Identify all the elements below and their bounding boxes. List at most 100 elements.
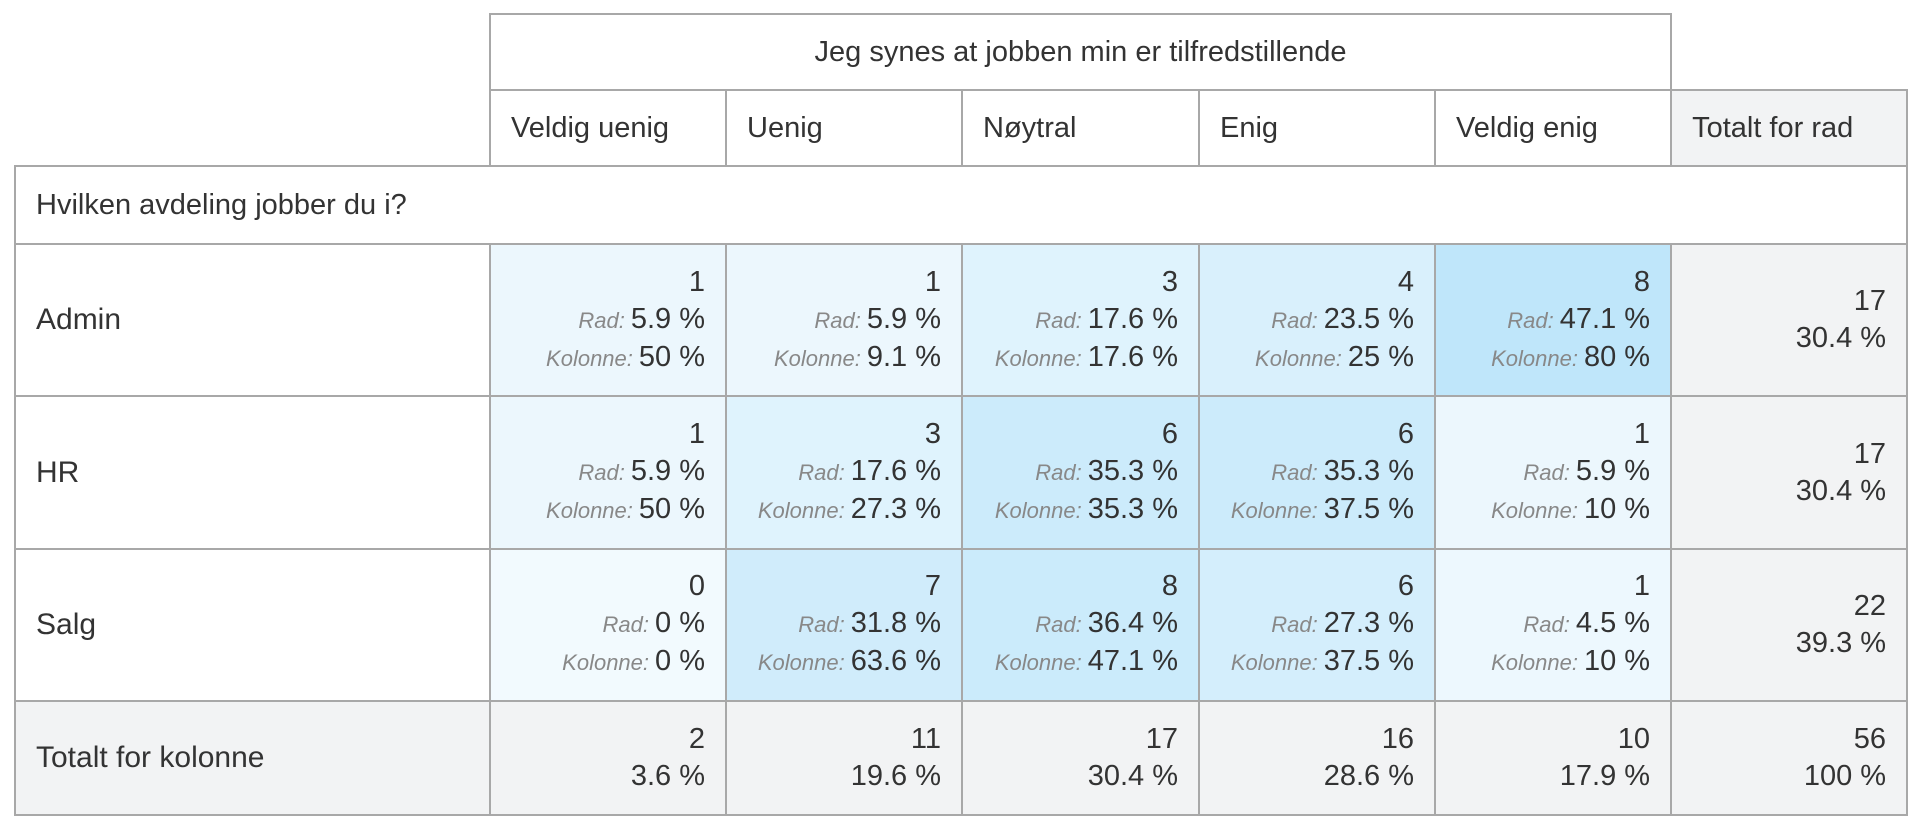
cell-col-pct: 37.5 % (1323, 645, 1414, 678)
cell-row-pct-line: Rad: 31.8 % (727, 605, 941, 643)
cell-count-line: 1 (491, 264, 705, 301)
column-header-row: Veldig uenig Uenig Nøytral Enig Veldig enig T… (15, 89, 1909, 168)
cell-count-line: 4 (1200, 264, 1414, 301)
cell-col-pct: 35.3 % (1087, 493, 1178, 526)
row-question-row: Hvilken avdeling jobber du i? (13, 165, 1909, 246)
row-pct-label: Rad: (578, 307, 625, 333)
cell-count-line: 6 (1200, 568, 1414, 605)
data-cell: 6 Rad: 35.3 % Kolonne: 37.5 % (1198, 395, 1436, 550)
cell-row-pct: 5.9 % (866, 302, 941, 335)
data-cell: 6 Rad: 27.3 % Kolonne: 37.5 % (1198, 547, 1436, 702)
column-total-count: 16 (1381, 722, 1414, 755)
row-question-title: Hvilken avdeling jobber du i? (13, 165, 1909, 246)
row-pct-label: Rad: (798, 612, 845, 638)
col-pct-label: Kolonne: (1491, 498, 1578, 524)
row-label: HR (14, 395, 491, 550)
column-total-cell: 17 30.4 % (961, 699, 1200, 817)
cell-row-pct-line: Rad: 0 % (491, 605, 705, 643)
column-total-count: 10 (1617, 722, 1651, 755)
column-total-row: Totalt for kolonne 2 3.6 % 11 19.6 % 17 30.4 … (14, 699, 1909, 817)
cell-row-pct-line: Rad: 4.5 % (1436, 605, 1650, 643)
cell-col-pct-line: Kolonne: 63.6 % (727, 643, 941, 681)
cell-col-pct: 50 % (638, 340, 705, 373)
col-pct-label: Kolonne: (1491, 345, 1578, 371)
cell-row-pct: 4.5 % (1575, 607, 1651, 640)
cell-row-pct: 27.3 % (1323, 607, 1414, 640)
row-pct-label: Rad: (798, 460, 845, 486)
column-total-cell: 10 17.9 % (1433, 699, 1673, 817)
cell-col-pct: 80 % (1583, 340, 1651, 373)
cell-count: 1 (688, 265, 705, 298)
data-cell: 1 Rad: 5.9 % Kolonne: 10 % (1433, 395, 1673, 550)
col-pct-label: Kolonne: (546, 345, 633, 371)
data-cell: 1 Rad: 5.9 % Kolonne: 9.1 % (725, 243, 963, 398)
row-pct-label: Rad: (1271, 460, 1318, 486)
row-pct-label: Rad: (1035, 612, 1082, 638)
row-pct-label: Rad: (1035, 307, 1082, 333)
col-pct-label: Kolonne: (546, 498, 633, 524)
cell-count: 6 (1397, 418, 1414, 451)
cell-col-pct: 9.1 % (866, 340, 941, 373)
cell-col-pct-line: Kolonne: 10 % (1436, 643, 1650, 681)
cell-col-pct-line: Kolonne: 47.1 % (963, 643, 1178, 681)
cell-count: 8 (1633, 265, 1651, 298)
cell-row-pct-line: Rad: 5.9 % (491, 453, 705, 491)
corner-blank-2 (15, 90, 491, 167)
cell-row-pct: 47.1 % (1559, 302, 1651, 335)
cell-count: 1 (1633, 570, 1651, 603)
survey-question-row: Jeg synes at jobben min er tilfredstille… (15, 12, 1907, 92)
cell-row-pct: 5.9 % (630, 302, 705, 335)
row-pct-label: Rad: (814, 307, 861, 333)
top-right-blank (1671, 14, 1907, 90)
cell-count: 3 (1161, 265, 1178, 298)
data-cell: 1 Rad: 5.9 % Kolonne: 50 % (489, 395, 727, 550)
row-total-pct: 30.4 % (1795, 474, 1887, 507)
row-total-count: 17 (1853, 285, 1887, 318)
row-total-pct: 30.4 % (1795, 322, 1887, 355)
cell-row-pct: 35.3 % (1087, 455, 1178, 488)
data-cell: 1 Rad: 4.5 % Kolonne: 10 % (1433, 547, 1673, 702)
crosstab-table: Jeg synes at jobben min er tilfredstille… (13, 12, 1909, 817)
cell-row-pct: 36.4 % (1087, 607, 1178, 640)
cell-count-line: 8 (963, 568, 1178, 605)
row-pct-label: Rad: (1271, 307, 1318, 333)
column-total-count: 17 (1145, 722, 1178, 755)
cell-col-pct: 27.3 % (850, 493, 941, 526)
data-cell: 0 Rad: 0 % Kolonne: 0 % (489, 547, 727, 702)
cell-col-pct-line: Kolonne: 27.3 % (727, 491, 941, 529)
col-pct-label: Kolonne: (1230, 650, 1318, 676)
data-cell: 3 Rad: 17.6 % Kolonne: 27.3 % (725, 395, 963, 550)
column-header: Veldig uenig (489, 89, 727, 168)
row-total-count: 17 (1853, 437, 1887, 470)
cell-row-pct-line: Rad: 27.3 % (1200, 605, 1414, 643)
column-total-pct: 19.6 % (850, 759, 941, 792)
col-pct-label: Kolonne: (994, 345, 1082, 371)
cell-col-pct: 25 % (1347, 340, 1414, 373)
column-total-cell: 11 19.6 % (725, 699, 963, 817)
cell-col-pct-line: Kolonne: 50 % (491, 491, 705, 529)
cell-count-line: 1 (491, 416, 705, 453)
column-total-cell: 16 28.6 % (1198, 699, 1436, 817)
column-total-count: 2 (688, 722, 705, 755)
grand-total-pct: 100 % (1803, 759, 1887, 792)
cell-row-pct: 17.6 % (1087, 302, 1178, 335)
row-pct-label: Rad: (1271, 612, 1318, 638)
col-pct-label: Kolonne: (994, 650, 1082, 676)
cell-col-pct-line: Kolonne: 35.3 % (963, 491, 1178, 529)
col-pct-label: Kolonne: (994, 498, 1082, 524)
data-cell: 8 Rad: 47.1 % Kolonne: 80 % (1433, 243, 1673, 398)
column-total-cell: 2 3.6 % (489, 699, 727, 817)
cell-col-pct: 10 % (1583, 493, 1651, 526)
col-pct-label: Kolonne: (773, 345, 861, 371)
column-header: Nøytral (961, 89, 1200, 168)
column-total-pct: 30.4 % (1087, 759, 1178, 792)
row-total-count: 22 (1853, 589, 1887, 622)
cell-count-line: 7 (727, 568, 941, 605)
col-pct-label: Kolonne: (562, 650, 650, 676)
table-row: HR 1 Rad: 5.9 % Kolonne: 50 % 3 Rad: 17.6 % Kolon… (14, 395, 1909, 550)
col-pct-label: Kolonne: (757, 498, 845, 524)
cell-col-pct: 0 % (655, 645, 705, 678)
col-pct-label: Kolonne: (1230, 498, 1318, 524)
cell-row-pct-line: Rad: 5.9 % (1436, 453, 1650, 491)
cell-col-pct: 63.6 % (850, 645, 941, 678)
